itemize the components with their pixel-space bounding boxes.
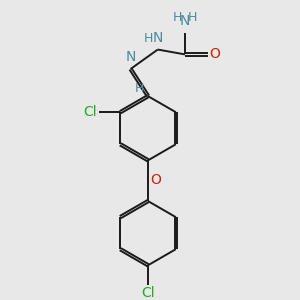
Text: H: H xyxy=(143,32,153,45)
Text: N: N xyxy=(180,14,190,28)
Text: O: O xyxy=(210,47,220,61)
Text: H: H xyxy=(172,11,182,24)
Text: Cl: Cl xyxy=(83,105,97,119)
Text: H: H xyxy=(188,11,197,24)
Text: Cl: Cl xyxy=(141,286,155,300)
Text: O: O xyxy=(150,173,161,187)
Text: H: H xyxy=(135,82,144,95)
Text: N: N xyxy=(125,50,136,64)
Text: N: N xyxy=(153,31,163,45)
